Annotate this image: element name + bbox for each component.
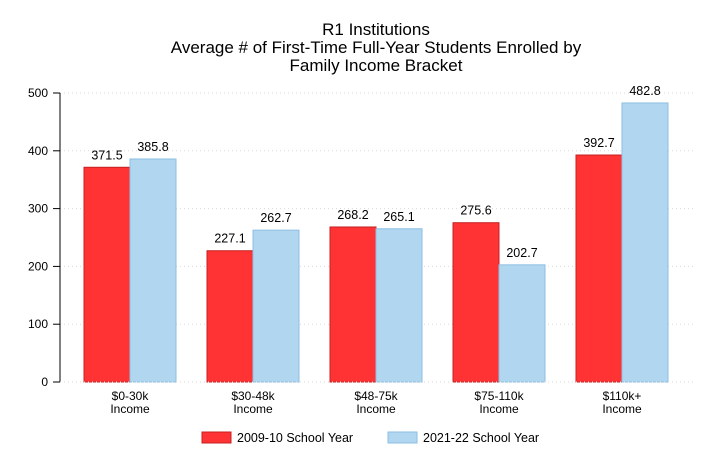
data-label: 265.1 [383, 210, 414, 224]
bar [375, 228, 423, 383]
x-tick-label: Income [110, 402, 150, 416]
legend-swatch [201, 431, 232, 444]
bar [621, 102, 669, 383]
bar [83, 166, 131, 383]
x-tick-label: Income [356, 402, 396, 416]
bar [206, 250, 254, 383]
x-axis: $0-30kIncome$30-48kIncome$48-75kIncome$7… [60, 381, 694, 416]
x-tick-label: $75-110k [474, 389, 524, 403]
y-tick-label: 400 [28, 144, 48, 158]
bar [498, 264, 546, 383]
y-tick-label: 200 [28, 259, 48, 273]
data-label: 392.7 [583, 136, 614, 150]
bars [83, 102, 669, 383]
y-tick-label: 500 [28, 86, 48, 100]
chart-title-line: Family Income Bracket [290, 56, 463, 75]
data-label: 202.7 [506, 246, 537, 260]
bar [329, 226, 377, 383]
x-tick-label: Income [479, 402, 519, 416]
legend-label: 2009-10 School Year [237, 431, 353, 445]
data-label: 482.8 [629, 84, 660, 98]
legend: 2009-10 School Year 2021-22 School Year [201, 431, 539, 445]
bar [129, 158, 177, 383]
x-tick-label: $30-48k [231, 389, 275, 403]
bar [452, 222, 500, 383]
x-tick-label: $110k+ [603, 389, 642, 403]
data-label: 385.8 [137, 140, 168, 154]
x-tick-label: Income [233, 402, 273, 416]
bar [575, 154, 623, 383]
y-tick-label: 100 [28, 317, 48, 331]
y-tick-label: 300 [28, 202, 48, 216]
data-label: 268.2 [337, 208, 368, 222]
data-label: 262.7 [260, 211, 291, 225]
y-tick-label: 0 [41, 375, 48, 389]
legend-label: 2021-22 School Year [423, 431, 539, 445]
chart-title-line: R1 Institutions [322, 20, 430, 39]
x-tick-label: $0-30k [112, 389, 150, 403]
x-tick-label: Income [602, 402, 642, 416]
bar [252, 229, 300, 383]
x-tick-label: $48-75k [354, 389, 398, 403]
data-label: 275.6 [460, 204, 491, 218]
legend-swatch [387, 431, 418, 444]
data-label: 371.5 [91, 148, 122, 162]
data-label: 227.1 [214, 232, 245, 246]
y-axis: 0 100 200 300 400 500 [28, 86, 61, 389]
chart-title-line: Average # of First-Time Full-Year Studen… [171, 38, 582, 57]
data-labels: 371.5 227.1 268.2 275.6 392.7 385.8 262.7 265.1… [91, 84, 660, 260]
